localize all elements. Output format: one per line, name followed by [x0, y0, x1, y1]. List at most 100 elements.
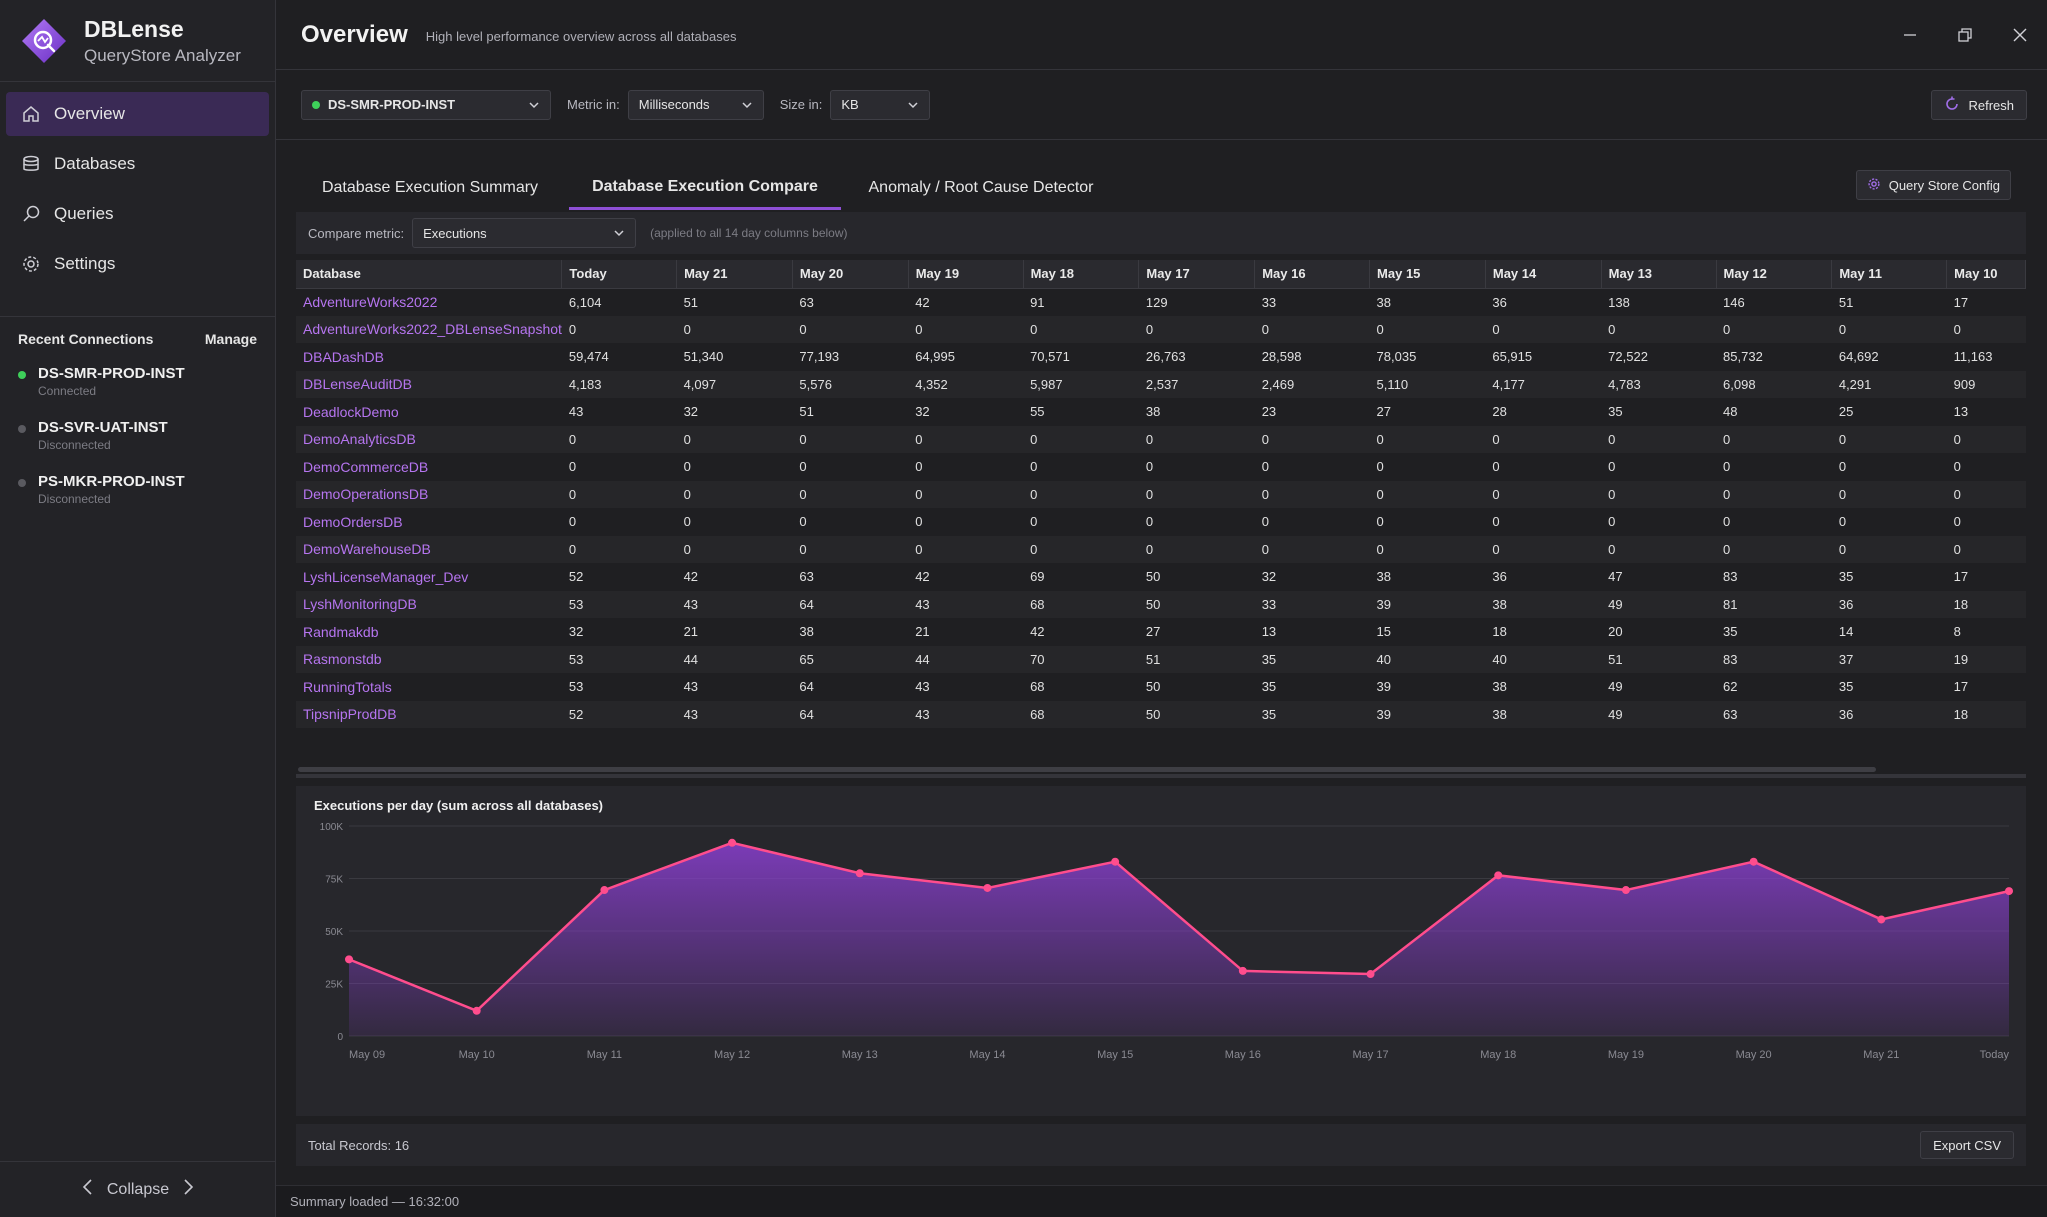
column-header[interactable]: May 13: [1601, 260, 1717, 289]
nav-item-databases[interactable]: Databases: [6, 142, 269, 186]
restore-button[interactable]: [1937, 0, 1992, 70]
column-header[interactable]: May 19: [908, 260, 1024, 289]
table-row[interactable]: DemoWarehouseDB 0 0 0 0 0 0 0 0 0 0 0 0 0: [296, 535, 2026, 563]
table-cell: 38: [1376, 294, 1392, 310]
table-row[interactable]: DemoCommerceDB 0 0 0 0 0 0 0 0 0 0 0 0 0: [296, 453, 2026, 481]
instance-select[interactable]: DS-SMR-PROD-INST: [301, 89, 551, 120]
chart-title: Executions per day (sum across all datab…: [314, 798, 604, 813]
table-row[interactable]: Rasmonstdb 53 44 65 44 70 51 35 40 40 51 83 37 19: [296, 645, 2026, 673]
database-name-link[interactable]: DemoOrdersDB: [303, 513, 403, 530]
table-cell: 32: [1261, 569, 1277, 585]
database-name-link[interactable]: Randmakdb: [303, 623, 379, 640]
close-button[interactable]: [1992, 0, 2047, 70]
minimize-icon: [1903, 34, 1916, 36]
table-row[interactable]: AdventureWorks2022_DBLenseSnapshot 0 0 0 0 0 0…: [296, 315, 2026, 343]
compare-metric-select[interactable]: Executions: [412, 218, 637, 248]
size-select[interactable]: KB: [830, 89, 931, 120]
column-header[interactable]: May 15: [1369, 260, 1486, 289]
column-header[interactable]: May 16: [1254, 260, 1371, 289]
database-name-link[interactable]: LyshLicenseManager_Dev: [303, 568, 469, 585]
table-cell: 77,193: [799, 349, 840, 365]
table-cell: 0: [1601, 425, 1717, 453]
column-header[interactable]: Database: [296, 260, 563, 289]
connection-status: Connected: [38, 384, 97, 398]
data-point[interactable]: [600, 886, 609, 895]
column-header[interactable]: May 12: [1716, 260, 1833, 289]
executions-chart-card: Executions per day (sum across all datab…: [296, 786, 2026, 1116]
collapse-button[interactable]: Collapse: [0, 1161, 276, 1217]
export-csv-button[interactable]: Export CSV: [1920, 1131, 2014, 1159]
column-header[interactable]: May 10: [1946, 260, 2026, 289]
database-name-link[interactable]: AdventureWorks2022: [303, 294, 438, 310]
database-name-link[interactable]: DeadlockDemo: [303, 403, 399, 420]
table-row[interactable]: DeadlockDemo 43 32 51 32 55 38 23 27 28 35 48 25 13: [296, 398, 2026, 426]
table-row[interactable]: RunningTotals 53 43 64 43 68 50 35 39 38 49 62 35 17: [296, 673, 2026, 701]
database-name-link[interactable]: RunningTotals: [303, 678, 392, 695]
data-point[interactable]: [1749, 857, 1758, 866]
column-header[interactable]: May 17: [1138, 260, 1256, 289]
database-name-link[interactable]: Rasmonstdb: [296, 645, 562, 673]
table-row[interactable]: DemoOperationsDB 0 0 0 0 0 0 0 0 0 0 0 0 0: [296, 480, 2026, 508]
data-point[interactable]: [983, 883, 992, 892]
database-name-link[interactable]: DemoWarehouseDB: [296, 535, 562, 563]
table-row[interactable]: TipsnipProdDB 52 43 64 43 68 50 35 39 38 49 63 36 18: [296, 700, 2026, 728]
data-point[interactable]: [1494, 871, 1503, 880]
tab-anomaly-root-cause-detector[interactable]: Anomaly / Root Cause Detector: [868, 179, 1094, 196]
column-header[interactable]: May 11: [1831, 260, 1948, 289]
table-cell: 0: [1601, 535, 1717, 563]
column-header[interactable]: Today: [561, 260, 678, 289]
horizontal-scrollbar[interactable]: [298, 767, 1876, 772]
table-row[interactable]: DemoAnalyticsDB 0 0 0 0 0 0 0 0 0 0 0 0 0: [296, 425, 2026, 453]
data-point[interactable]: [472, 1006, 481, 1015]
table-row[interactable]: DBADashDB 59,474 51,340 77,193 64,995 70,571 2…: [296, 343, 2026, 371]
table-cell: 0: [1145, 514, 1154, 530]
data-point[interactable]: [1621, 886, 1630, 895]
table-row[interactable]: DemoOrdersDB 0 0 0 0 0 0 0 0 0 0 0 0 0: [296, 508, 2026, 536]
tab-database-execution-compare[interactable]: Database Execution Compare: [569, 166, 841, 210]
table-row[interactable]: LyshMonitoringDB 53 43 64 43 68 50 33 39 38 49 81 36…: [296, 590, 2026, 618]
data-point[interactable]: [728, 838, 737, 847]
table-cell: 0: [1492, 459, 1500, 475]
database-name-link[interactable]: DemoOperationsDB: [296, 480, 562, 508]
connection-item[interactable]: DS-SVR-UAT-INST Disconnected: [18, 419, 257, 452]
table-row[interactable]: DBLenseAuditDB 4,183 4,097 5,576 4,352 5,987 2…: [296, 370, 2026, 398]
nav-item-overview[interactable]: Overview: [6, 92, 269, 136]
database-name-link[interactable]: TipsnipProdDB: [296, 700, 562, 728]
table-row[interactable]: AdventureWorks2022 6,104 51 63 42 91 129 33 38 36…: [296, 288, 2026, 316]
chevron-down-icon: [741, 99, 753, 114]
database-name-link[interactable]: DemoAnalyticsDB: [296, 425, 562, 453]
database-icon: [20, 153, 42, 175]
data-point[interactable]: [855, 869, 864, 878]
data-point[interactable]: [1238, 966, 1247, 975]
column-header[interactable]: May 18: [1023, 260, 1140, 289]
table-cell: 0: [568, 459, 577, 475]
database-name-link[interactable]: DemoCommerceDB: [303, 458, 429, 475]
table-cell: 47: [1608, 569, 1623, 585]
table-row[interactable]: LyshLicenseManager_Dev 52 42 63 42 69 50 32 38 36…: [296, 563, 2026, 591]
database-name-link[interactable]: DBLenseAuditDB: [296, 370, 562, 398]
column-header[interactable]: May 21: [676, 260, 793, 289]
chevron-left-icon: [81, 1178, 93, 1201]
refresh-button[interactable]: Refresh: [1931, 90, 2027, 120]
column-header[interactable]: May 14: [1485, 260, 1602, 289]
connection-item[interactable]: PS-MKR-PROD-INST Disconnected: [18, 473, 257, 506]
data-point[interactable]: [2005, 887, 2013, 896]
data-point[interactable]: [1111, 857, 1120, 866]
database-name-link[interactable]: DBADashDB: [303, 348, 384, 365]
metric-select[interactable]: Milliseconds: [627, 89, 764, 120]
data-point[interactable]: [345, 955, 353, 964]
database-name-link[interactable]: LyshMonitoringDB: [296, 590, 562, 618]
minimize-button[interactable]: [1882, 0, 1937, 70]
query-store-config-button[interactable]: Query Store Config: [1855, 170, 2011, 200]
nav-item-settings[interactable]: Settings: [6, 242, 269, 286]
data-point[interactable]: [1877, 915, 1886, 924]
connection-item[interactable]: DS-SMR-PROD-INST Connected: [18, 365, 257, 398]
table-cell: 18: [1492, 624, 1507, 640]
data-point[interactable]: [1366, 970, 1375, 979]
table-row[interactable]: Randmakdb 32 21 38 21 42 27 13 15 18 20 35 14 8: [296, 618, 2026, 646]
manage-link[interactable]: Manage: [204, 331, 257, 347]
column-header[interactable]: May 20: [792, 260, 909, 289]
tab-database-execution-summary[interactable]: Database Execution Summary: [321, 179, 539, 196]
database-name-link[interactable]: AdventureWorks2022_DBLenseSnapshot: [296, 315, 562, 343]
nav-item-queries[interactable]: Queries: [6, 192, 269, 236]
